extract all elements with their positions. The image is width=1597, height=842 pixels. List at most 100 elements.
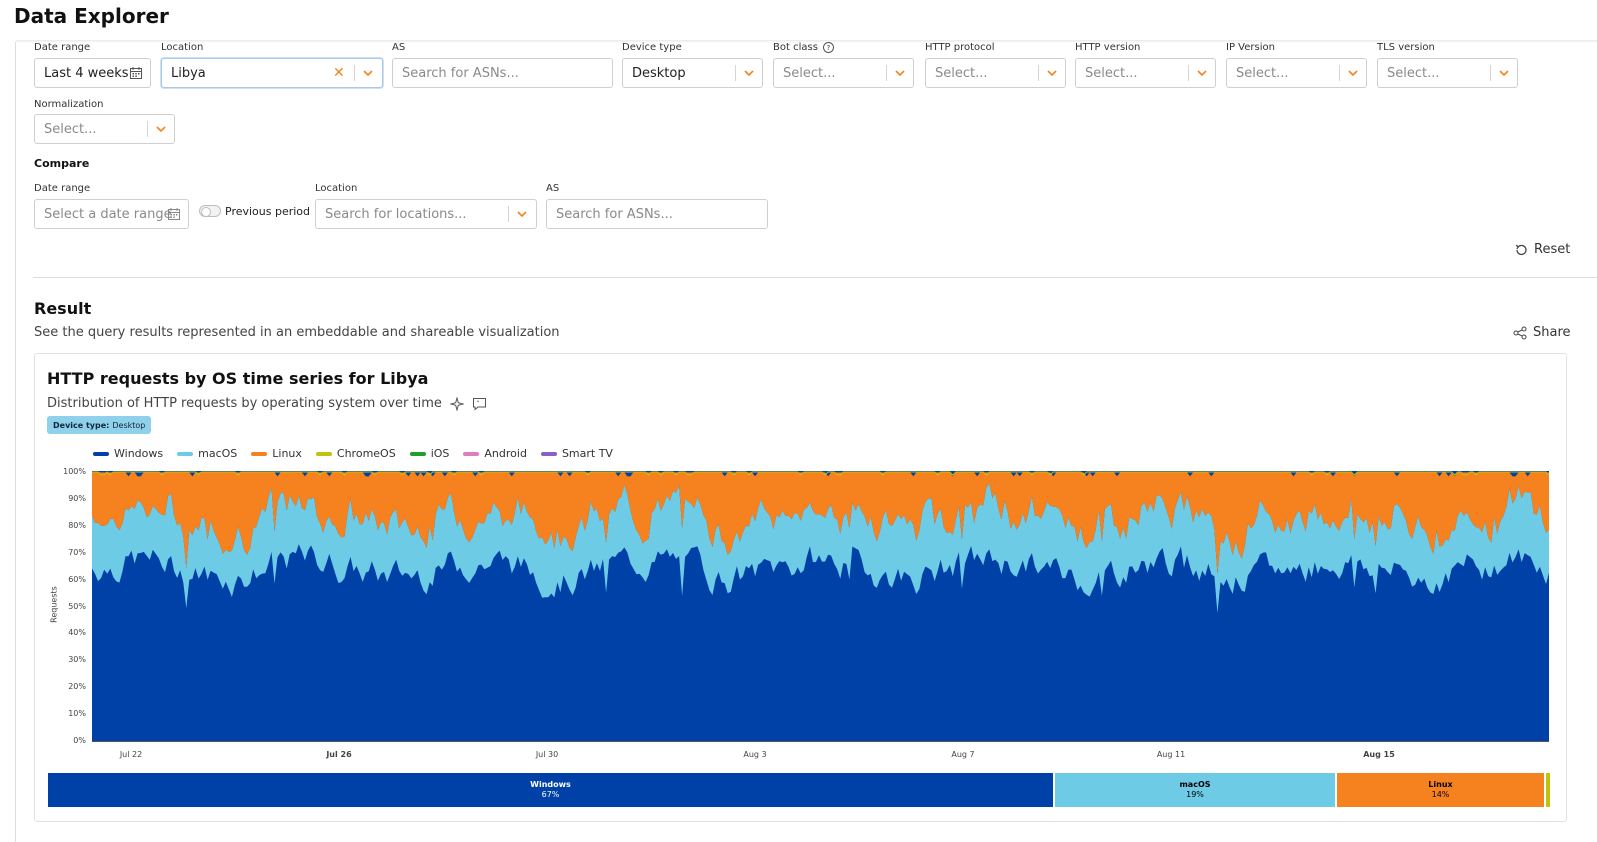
bot-class-label-row: Bot class ?: [773, 42, 834, 53]
y-tick-label: 100%: [63, 467, 86, 476]
x-tick-label: Aug 7: [951, 750, 975, 759]
x-axis-line: [92, 741, 1549, 742]
select-separator: [508, 206, 509, 222]
device-type-label: Device type: [622, 42, 682, 53]
tls-version-select[interactable]: Select...: [1377, 58, 1518, 88]
y-tick-label: 30%: [68, 655, 86, 665]
as-placeholder: Search for ASNs...: [402, 65, 519, 81]
badge-value: Desktop: [112, 420, 146, 430]
legend-item-chromeos[interactable]: ChromeOS: [315, 447, 396, 460]
result-subtitle: See the query results represented in an …: [34, 325, 560, 340]
compare-location-label: Location: [315, 183, 358, 194]
compare-title: Compare: [34, 157, 90, 170]
chevron-down-icon[interactable]: [1192, 59, 1212, 87]
compare-date-range-picker[interactable]: Select a date range: [34, 199, 189, 229]
device-type-select[interactable]: Desktop: [622, 58, 763, 88]
chevron-down-icon[interactable]: [358, 59, 378, 87]
http-version-select[interactable]: Select...: [1075, 58, 1216, 88]
select-separator: [886, 65, 887, 81]
comment-icon[interactable]: ": [472, 397, 487, 411]
clear-icon[interactable]: ✕: [333, 65, 345, 81]
select-separator: [354, 65, 355, 81]
compare-location-placeholder: Search for locations...: [325, 206, 467, 222]
page-title: Data Explorer: [14, 4, 169, 28]
legend-label: Linux: [272, 447, 302, 460]
x-tick-label: Jul 26: [326, 750, 352, 759]
ip-version-select[interactable]: Select...: [1226, 58, 1367, 88]
location-select[interactable]: Libya ✕: [161, 58, 383, 88]
x-tick-label: Jul 22: [119, 750, 143, 759]
chevron-down-icon[interactable]: [890, 59, 910, 87]
y-tick-label: 20%: [68, 682, 86, 692]
previous-period-toggle[interactable]: [199, 205, 221, 217]
help-icon[interactable]: ?: [822, 42, 834, 53]
legend-item-macos[interactable]: macOS: [177, 447, 237, 460]
chevron-down-icon[interactable]: [151, 115, 171, 143]
legend-item-ios[interactable]: iOS: [409, 447, 449, 460]
summary-bar-macos[interactable]: macOS 19%: [1055, 773, 1335, 807]
legend-label: ChromeOS: [336, 447, 396, 460]
summary-pct: 67%: [541, 790, 560, 799]
previous-period-label: Previous period: [225, 205, 311, 218]
area-macos: [92, 483, 1549, 614]
y-tick-label: 0%: [73, 736, 86, 745]
legend-swatch: [177, 451, 194, 456]
date-range-label: Date range: [34, 42, 91, 53]
calendar-icon: [168, 208, 180, 220]
legend-item-windows[interactable]: Windows: [93, 447, 163, 460]
chevron-down-icon[interactable]: [1042, 59, 1062, 87]
sparkle-icon[interactable]: [449, 396, 464, 411]
tls-version-placeholder: Select...: [1387, 65, 1440, 81]
bot-class-label: Bot class: [773, 42, 818, 53]
http-protocol-select[interactable]: Select...: [925, 58, 1066, 88]
reset-icon: [1515, 244, 1527, 255]
y-tick-label: 60%: [68, 574, 86, 584]
chevron-down-icon[interactable]: [512, 200, 532, 228]
y-tick-label: 50%: [68, 601, 86, 611]
select-separator: [147, 121, 148, 137]
chevron-down-icon[interactable]: [739, 59, 759, 87]
legend-label: Smart TV: [561, 447, 613, 460]
header-divider: [16, 40, 1597, 43]
location-label: Location: [161, 42, 204, 53]
stacked-area-chart[interactable]: [92, 471, 1549, 741]
normalization-placeholder: Select...: [44, 121, 97, 137]
compare-as-placeholder: Search for ASNs...: [556, 206, 673, 222]
y-tick-label: 40%: [68, 628, 86, 638]
date-range-value: Last 4 weeks: [44, 65, 129, 81]
chevron-down-icon[interactable]: [1494, 59, 1514, 87]
summary-bar-linux[interactable]: Linux 14%: [1337, 773, 1544, 807]
reset-button[interactable]: Reset: [1514, 242, 1570, 257]
legend-label: Android: [484, 447, 527, 460]
location-value: Libya: [171, 65, 206, 81]
legend-item-linux[interactable]: Linux: [251, 447, 302, 460]
compare-date-range-placeholder: Select a date range: [44, 206, 172, 222]
summary-pct: 14%: [1431, 790, 1450, 799]
summary-name: Linux: [1428, 780, 1453, 789]
legend-swatch: [315, 451, 332, 456]
bot-class-select[interactable]: Select...: [773, 58, 914, 88]
compare-as-search-input[interactable]: Search for ASNs...: [546, 199, 768, 229]
summary-bar-chromeos[interactable]: [1546, 773, 1550, 807]
chevron-down-icon[interactable]: [1343, 59, 1363, 87]
select-separator: [1490, 65, 1491, 81]
compare-location-select[interactable]: Search for locations...: [315, 199, 537, 229]
tls-version-label: TLS version: [1377, 42, 1435, 53]
area-linux: [92, 472, 1549, 574]
http-protocol-placeholder: Select...: [935, 65, 988, 81]
bot-class-placeholder: Select...: [783, 65, 836, 81]
reset-label: Reset: [1534, 242, 1571, 257]
legend-item-smart-tv[interactable]: Smart TV: [540, 447, 613, 460]
chart-title: HTTP requests by OS time series for Liby…: [47, 369, 429, 388]
as-search-input[interactable]: Search for ASNs...: [392, 58, 613, 88]
summary-bar-windows[interactable]: Windows 67%: [48, 773, 1053, 807]
select-separator: [735, 65, 736, 81]
normalization-select[interactable]: Select...: [34, 114, 175, 144]
date-range-picker[interactable]: Last 4 weeks: [34, 58, 151, 88]
badge-key: Device type:: [53, 420, 110, 430]
area-chromeos: [92, 471, 1549, 476]
normalization-label: Normalization: [34, 99, 104, 110]
share-button[interactable]: Share: [1513, 325, 1571, 340]
legend-item-android[interactable]: Android: [463, 447, 527, 460]
legend-label: macOS: [198, 447, 238, 460]
